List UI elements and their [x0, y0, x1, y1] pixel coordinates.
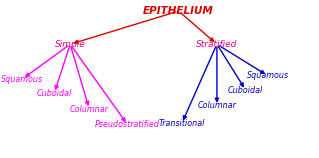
Text: EPITHELIUM: EPITHELIUM [143, 6, 214, 16]
Text: Squamous: Squamous [1, 75, 43, 83]
Text: Pseudostratified: Pseudostratified [95, 120, 160, 129]
Text: Stratified: Stratified [196, 40, 238, 49]
Text: Squamous: Squamous [247, 71, 289, 80]
Text: Simple: Simple [55, 40, 85, 49]
Text: Cuboidal: Cuboidal [228, 86, 263, 94]
Text: Columnar: Columnar [197, 101, 236, 110]
Text: Cuboidal: Cuboidal [37, 89, 72, 98]
Text: Columnar: Columnar [70, 105, 109, 113]
Text: Transitional: Transitional [159, 119, 205, 128]
